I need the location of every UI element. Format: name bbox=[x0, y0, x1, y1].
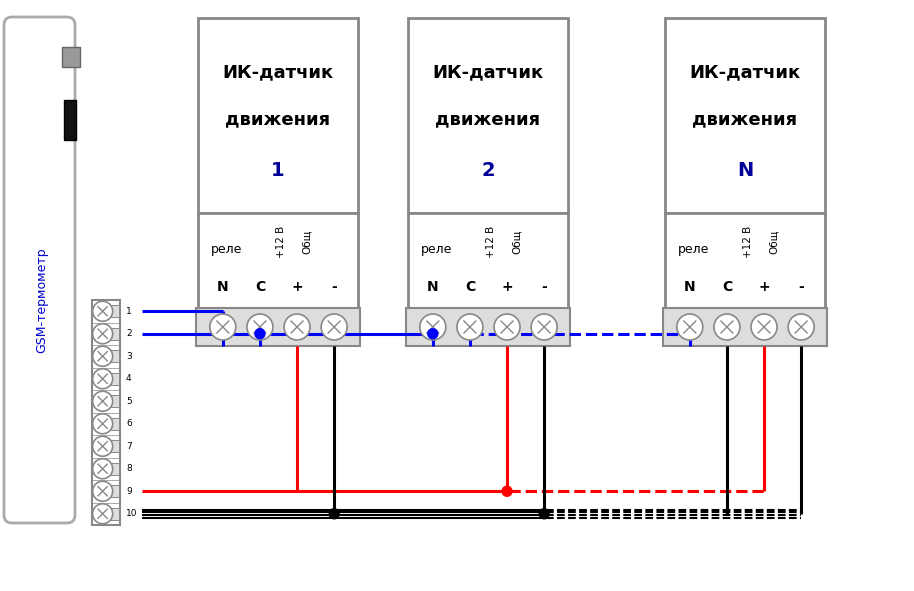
Text: GSM-термометр: GSM-термометр bbox=[35, 247, 48, 353]
Bar bbox=[62, 47, 80, 67]
Circle shape bbox=[247, 314, 273, 340]
Text: движения: движения bbox=[226, 111, 331, 128]
Circle shape bbox=[92, 459, 112, 479]
Text: 3: 3 bbox=[126, 352, 132, 361]
Bar bbox=[665, 213, 825, 308]
Circle shape bbox=[676, 314, 703, 340]
Circle shape bbox=[92, 481, 112, 501]
Bar bbox=[196, 308, 360, 346]
Circle shape bbox=[92, 414, 112, 434]
Circle shape bbox=[92, 391, 112, 411]
Text: ИК-датчик: ИК-датчик bbox=[222, 64, 334, 82]
FancyBboxPatch shape bbox=[4, 17, 75, 523]
Circle shape bbox=[284, 314, 310, 340]
Circle shape bbox=[92, 301, 112, 322]
Text: Общ: Общ bbox=[769, 229, 779, 254]
Text: 10: 10 bbox=[126, 509, 137, 518]
Circle shape bbox=[494, 314, 520, 340]
Text: +12 В: +12 В bbox=[276, 225, 286, 258]
Text: N: N bbox=[217, 280, 228, 294]
Text: -: - bbox=[541, 280, 547, 294]
Text: движения: движения bbox=[435, 111, 540, 128]
Circle shape bbox=[457, 314, 483, 340]
Text: +: + bbox=[501, 280, 513, 294]
Bar bbox=[110, 395, 119, 407]
Bar bbox=[198, 213, 358, 308]
Circle shape bbox=[255, 329, 265, 339]
Circle shape bbox=[714, 314, 740, 340]
Text: реле: реле bbox=[421, 242, 452, 255]
Circle shape bbox=[210, 314, 236, 340]
Text: N: N bbox=[737, 161, 753, 180]
Bar bbox=[110, 485, 119, 497]
Text: +12 В: +12 В bbox=[486, 225, 496, 258]
Text: 4: 4 bbox=[126, 374, 132, 383]
Text: 6: 6 bbox=[126, 419, 132, 428]
Text: 5: 5 bbox=[126, 397, 132, 406]
Bar bbox=[406, 308, 570, 346]
Circle shape bbox=[751, 314, 777, 340]
Circle shape bbox=[321, 314, 347, 340]
Circle shape bbox=[92, 436, 112, 456]
Bar bbox=[663, 308, 827, 346]
Text: +: + bbox=[759, 280, 770, 294]
Text: 7: 7 bbox=[126, 441, 132, 451]
Bar bbox=[110, 440, 119, 452]
Text: -: - bbox=[331, 280, 337, 294]
Bar bbox=[110, 350, 119, 362]
Bar bbox=[110, 463, 119, 475]
Bar bbox=[408, 18, 568, 213]
Circle shape bbox=[788, 314, 814, 340]
Bar bbox=[110, 508, 119, 519]
Bar bbox=[665, 18, 825, 213]
Bar bbox=[64, 100, 76, 140]
Text: 2: 2 bbox=[126, 329, 132, 338]
Circle shape bbox=[92, 324, 112, 344]
Text: N: N bbox=[427, 280, 439, 294]
Circle shape bbox=[420, 314, 446, 340]
Text: реле: реле bbox=[678, 242, 709, 255]
Text: 1: 1 bbox=[271, 161, 285, 180]
Bar bbox=[198, 18, 358, 213]
Text: Общ: Общ bbox=[512, 229, 522, 254]
Circle shape bbox=[428, 329, 438, 339]
Text: реле: реле bbox=[211, 242, 242, 255]
Text: 9: 9 bbox=[126, 487, 132, 496]
Circle shape bbox=[531, 314, 558, 340]
Circle shape bbox=[502, 486, 512, 496]
Text: N: N bbox=[684, 280, 696, 294]
Text: ИК-датчик: ИК-датчик bbox=[689, 64, 801, 82]
Circle shape bbox=[329, 509, 339, 519]
Circle shape bbox=[92, 369, 112, 389]
Circle shape bbox=[92, 504, 112, 524]
Bar bbox=[92, 300, 120, 525]
Text: C: C bbox=[722, 280, 732, 294]
Text: C: C bbox=[465, 280, 475, 294]
Circle shape bbox=[92, 346, 112, 366]
Bar bbox=[110, 328, 119, 340]
Text: движения: движения bbox=[693, 111, 798, 128]
Text: -: - bbox=[798, 280, 804, 294]
Text: 8: 8 bbox=[126, 465, 132, 473]
Text: C: C bbox=[255, 280, 265, 294]
Text: 1: 1 bbox=[126, 307, 132, 316]
Bar bbox=[110, 373, 119, 385]
Text: +12 В: +12 В bbox=[743, 225, 753, 258]
Bar bbox=[110, 418, 119, 430]
Bar bbox=[408, 213, 568, 308]
Circle shape bbox=[539, 509, 549, 519]
Text: ИК-датчик: ИК-датчик bbox=[432, 64, 544, 82]
Text: 2: 2 bbox=[481, 161, 494, 180]
Bar bbox=[110, 305, 119, 317]
Text: +: + bbox=[292, 280, 303, 294]
Text: Общ: Общ bbox=[302, 229, 312, 254]
